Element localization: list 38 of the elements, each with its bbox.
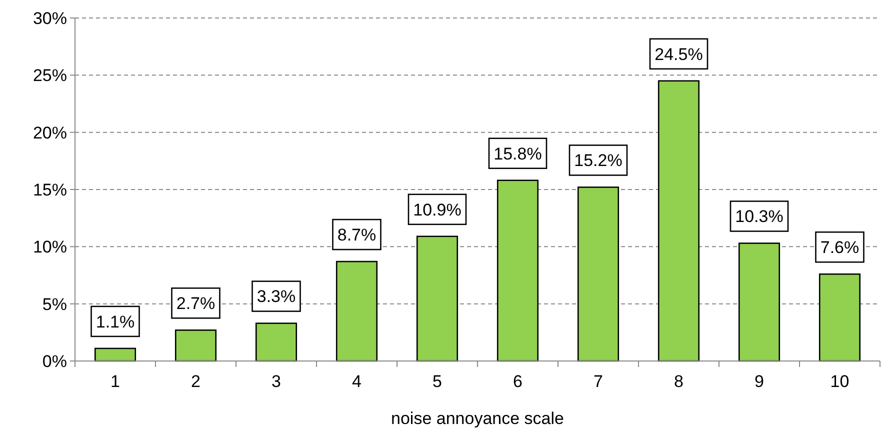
bar (496, 180, 539, 362)
data-label: 15.8% (494, 144, 542, 164)
bar (818, 273, 861, 362)
y-tick-label: 15% (32, 180, 67, 200)
bar (336, 260, 378, 362)
bar (577, 186, 620, 362)
bar (94, 348, 136, 362)
x-tick-label: 7 (594, 372, 603, 391)
y-tick-label: 30% (32, 8, 67, 28)
bar (658, 80, 700, 362)
data-label: 8.7% (337, 225, 376, 244)
x-tick-label: 4 (352, 372, 362, 391)
y-tick-label: 10% (32, 238, 67, 257)
data-label: 7.6% (820, 238, 860, 258)
x-tick-label: 6 (513, 372, 522, 391)
x-tick-label: 2 (191, 372, 200, 391)
x-tick-label: 5 (432, 372, 442, 391)
y-tick-label: 25% (32, 66, 67, 86)
data-label: 24.5% (654, 44, 703, 64)
data-label: 1.1% (96, 312, 135, 332)
y-tick-label: 0% (42, 352, 67, 371)
bar (174, 329, 217, 362)
bar (416, 236, 458, 362)
data-label: 3.3% (256, 287, 296, 306)
x-axis-title: noise annoyance scale (391, 409, 564, 428)
bar (738, 242, 780, 362)
data-label: 10.9% (413, 200, 462, 220)
x-tick-label: 3 (272, 372, 281, 391)
data-label: 10.3% (735, 207, 784, 226)
data-label: 2.7% (176, 294, 216, 314)
bar (255, 322, 298, 362)
data-label: 15.2% (574, 151, 622, 170)
y-tick-label: 5% (42, 294, 67, 314)
y-tick-label: 20% (32, 123, 67, 142)
x-tick-label: 1 (110, 372, 120, 391)
x-tick-label: 10 (830, 372, 850, 391)
x-tick-label: 8 (674, 372, 684, 391)
x-tick-label: 9 (754, 372, 764, 391)
